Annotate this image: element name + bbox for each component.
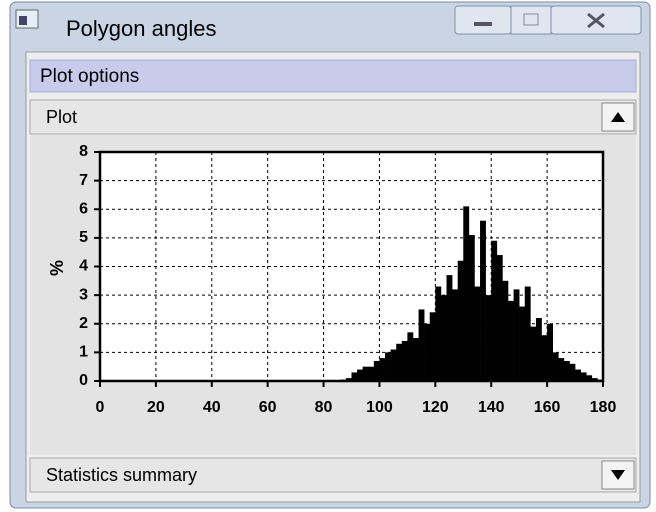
collapse-button[interactable]: [601, 102, 635, 132]
up-arrow: [611, 112, 625, 122]
x-tick-label: 0: [96, 399, 105, 416]
x-tick-label: 40: [203, 399, 221, 416]
bar: [485, 295, 492, 381]
bar: [513, 289, 520, 381]
minimize-icon: [474, 22, 492, 26]
bar: [480, 220, 486, 381]
y-tick-label: 3: [79, 286, 88, 303]
bar: [390, 349, 397, 381]
bar: [418, 309, 425, 381]
bar: [446, 275, 453, 381]
bar: [496, 255, 503, 381]
y-tick-label: 7: [79, 172, 88, 189]
y-tick-label: 8: [79, 143, 88, 160]
y-tick-label: 6: [79, 200, 88, 217]
plot-frame: [98, 150, 605, 383]
window-title: Polygon angles: [66, 16, 216, 41]
bar: [407, 332, 414, 381]
y-tick-label: 0: [79, 372, 88, 389]
bar: [401, 340, 408, 381]
window-icon-detail: [19, 16, 27, 25]
stats-section-header[interactable]: [29, 457, 637, 493]
x-tick-label: 100: [366, 399, 393, 416]
bar: [519, 306, 526, 381]
bar: [357, 369, 363, 381]
bar: [412, 338, 419, 381]
bar: [575, 369, 581, 381]
x-tick-label: 160: [534, 399, 561, 416]
y-tick-label: 2: [79, 315, 88, 332]
maximize-icon: [523, 13, 539, 26]
x-tick-label: 80: [315, 399, 333, 416]
bar: [563, 360, 570, 381]
bar: [452, 289, 458, 381]
y-axis-label: %: [47, 260, 67, 276]
minimize-button[interactable]: [454, 5, 512, 35]
bar: [368, 366, 375, 381]
bar: [362, 366, 369, 381]
down-arrow: [611, 470, 625, 480]
x-tick-label: 180: [590, 399, 617, 416]
bar: [591, 378, 598, 381]
bar: [558, 358, 565, 381]
x-tick-label: 20: [147, 399, 165, 416]
y-tick-label: 5: [79, 229, 88, 246]
bar: [530, 326, 537, 381]
bar: [502, 280, 509, 381]
bar: [586, 375, 593, 381]
bar: [435, 286, 442, 381]
bar: [351, 372, 358, 381]
plot-section-header[interactable]: [29, 99, 637, 135]
bar: [457, 260, 464, 381]
bar: [345, 378, 352, 381]
bar: [429, 312, 436, 381]
bar: [580, 372, 587, 381]
bar: [379, 358, 386, 381]
bar: [547, 323, 553, 381]
y-tick-label: 1: [79, 344, 88, 361]
x-tick-label: 120: [422, 399, 449, 416]
stats-section-label: Statistics summary: [46, 465, 197, 485]
bar: [468, 235, 475, 381]
bar: [373, 360, 380, 381]
bar: [507, 300, 514, 381]
bar: [524, 286, 531, 381]
bar: [424, 323, 431, 381]
plot-section-label: Plot: [46, 107, 77, 127]
plot-options-label: Plot options: [40, 66, 139, 87]
bar: [463, 206, 470, 381]
y-tick-label: 4: [79, 258, 88, 275]
bar: [474, 286, 481, 381]
bar: [552, 352, 559, 381]
bar: [440, 295, 447, 381]
bar: [569, 363, 576, 381]
x-tick-label: 60: [259, 399, 277, 416]
maximize-button[interactable]: [510, 5, 552, 35]
bar: [535, 318, 542, 381]
bar: [396, 343, 403, 381]
bar: [385, 352, 391, 381]
close-icon: [587, 12, 605, 29]
plot-options-bar[interactable]: [29, 59, 637, 93]
bar: [491, 240, 498, 381]
bar: [541, 335, 548, 381]
x-tick-label: 140: [478, 399, 505, 416]
